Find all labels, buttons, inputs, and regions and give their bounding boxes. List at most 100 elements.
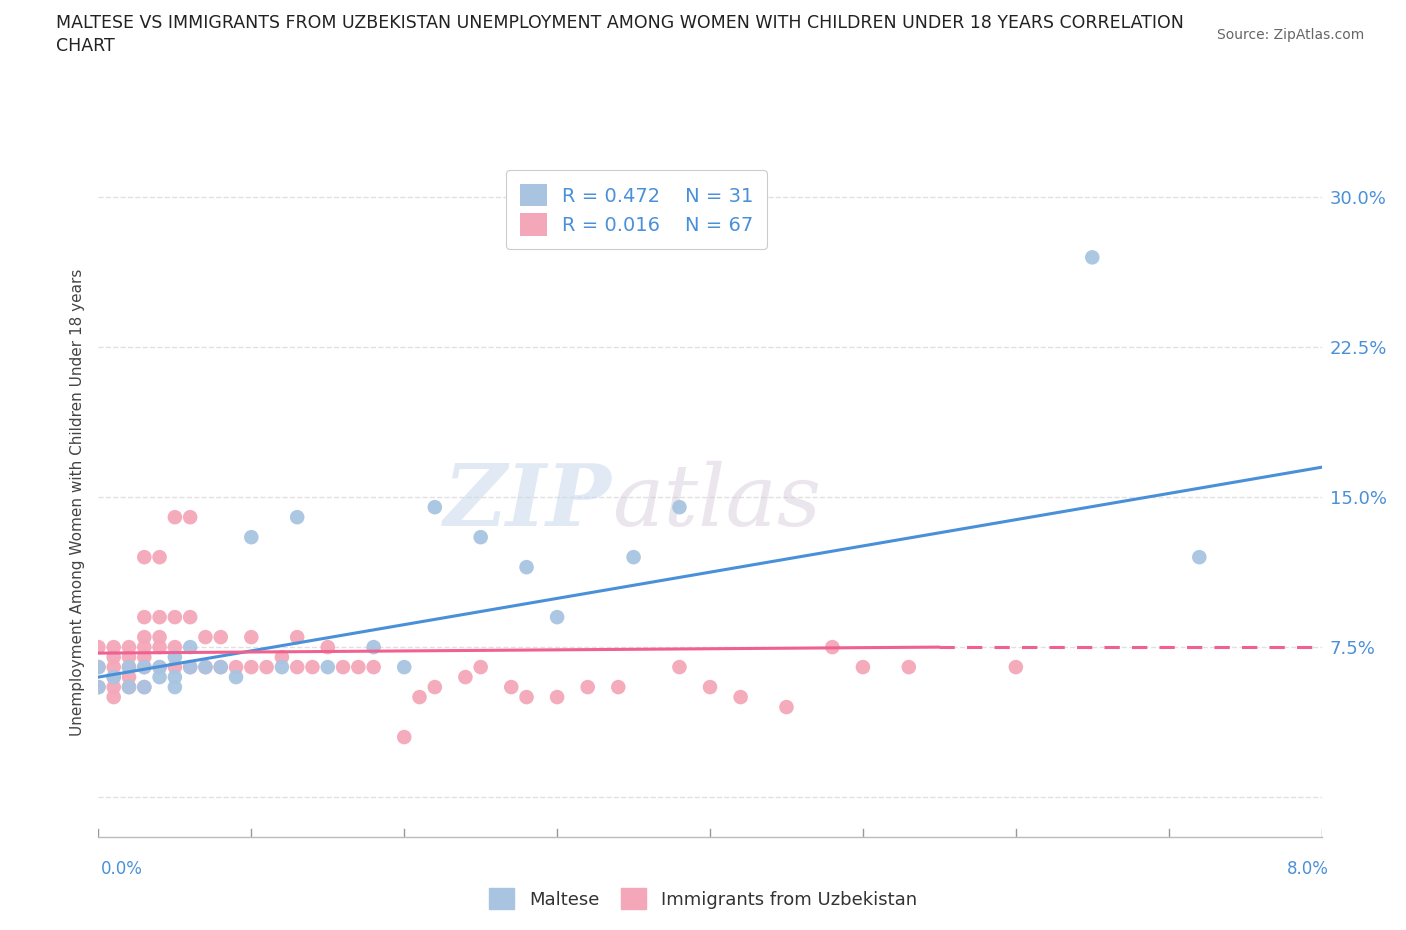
Point — [668, 659, 690, 674]
Point — [623, 550, 645, 565]
Text: atlas: atlas — [612, 461, 821, 543]
Point — [1081, 250, 1104, 265]
Point — [1188, 550, 1211, 565]
Point — [454, 670, 477, 684]
Point — [149, 610, 172, 625]
Text: 0.0%: 0.0% — [101, 860, 143, 878]
Point — [179, 659, 201, 674]
Point — [347, 659, 370, 674]
Point — [270, 659, 294, 674]
Point — [423, 499, 446, 514]
Point — [256, 659, 278, 674]
Point — [163, 650, 186, 665]
Point — [118, 680, 141, 695]
Point — [118, 650, 141, 665]
Point — [209, 659, 232, 674]
Point — [103, 680, 125, 695]
Point — [163, 610, 186, 625]
Text: CHART: CHART — [56, 37, 115, 55]
Point — [87, 659, 110, 674]
Point — [87, 680, 110, 695]
Point — [103, 670, 125, 684]
Point — [103, 690, 125, 705]
Point — [163, 670, 186, 684]
Point — [852, 659, 875, 674]
Point — [285, 630, 308, 644]
Point — [209, 630, 232, 644]
Point — [607, 680, 630, 695]
Point — [134, 640, 156, 655]
Point — [194, 659, 217, 674]
Point — [163, 640, 186, 655]
Point — [134, 650, 156, 665]
Point — [363, 640, 385, 655]
Point — [821, 640, 844, 655]
Point — [118, 670, 141, 684]
Point — [225, 659, 247, 674]
Text: ZIP: ZIP — [444, 460, 612, 544]
Point — [134, 630, 156, 644]
Point — [501, 680, 523, 695]
Point — [730, 690, 752, 705]
Point — [668, 499, 690, 514]
Point — [134, 680, 156, 695]
Point — [332, 659, 354, 674]
Point — [285, 659, 308, 674]
Point — [103, 650, 125, 665]
Point — [240, 659, 263, 674]
Point — [118, 659, 141, 674]
Point — [194, 630, 217, 644]
Legend: Maltese, Immigrants from Uzbekistan: Maltese, Immigrants from Uzbekistan — [482, 881, 924, 916]
Point — [179, 510, 201, 525]
Text: 8.0%: 8.0% — [1286, 860, 1329, 878]
Point — [316, 659, 339, 674]
Point — [149, 659, 172, 674]
Point — [209, 659, 232, 674]
Point — [240, 630, 263, 644]
Point — [134, 659, 156, 674]
Point — [546, 690, 568, 705]
Point — [285, 510, 308, 525]
Legend: R = 0.472    N = 31, R = 0.016    N = 67: R = 0.472 N = 31, R = 0.016 N = 67 — [506, 170, 768, 249]
Point — [470, 659, 492, 674]
Point — [87, 640, 110, 655]
Point — [516, 690, 538, 705]
Point — [470, 530, 492, 545]
Point — [163, 510, 186, 525]
Point — [163, 680, 186, 695]
Point — [392, 659, 416, 674]
Point — [408, 690, 430, 705]
Point — [546, 610, 568, 625]
Point — [316, 640, 339, 655]
Point — [149, 640, 172, 655]
Point — [423, 680, 446, 695]
Point — [775, 699, 797, 714]
Point — [134, 680, 156, 695]
Point — [163, 659, 186, 674]
Point — [270, 650, 294, 665]
Point — [134, 550, 156, 565]
Point — [699, 680, 721, 695]
Point — [118, 659, 141, 674]
Point — [363, 659, 385, 674]
Text: MALTESE VS IMMIGRANTS FROM UZBEKISTAN UNEMPLOYMENT AMONG WOMEN WITH CHILDREN UND: MALTESE VS IMMIGRANTS FROM UZBEKISTAN UN… — [56, 14, 1184, 32]
Point — [240, 530, 263, 545]
Point — [897, 659, 920, 674]
Point — [301, 659, 323, 674]
Point — [149, 630, 172, 644]
Point — [103, 670, 125, 684]
Point — [179, 610, 201, 625]
Point — [103, 659, 125, 674]
Point — [194, 659, 217, 674]
Point — [103, 640, 125, 655]
Point — [118, 680, 141, 695]
Y-axis label: Unemployment Among Women with Children Under 18 years: Unemployment Among Women with Children U… — [69, 269, 84, 736]
Point — [392, 730, 416, 745]
Point — [179, 659, 201, 674]
Point — [87, 659, 110, 674]
Point — [1004, 659, 1026, 674]
Point — [134, 659, 156, 674]
Point — [87, 680, 110, 695]
Point — [118, 640, 141, 655]
Point — [134, 610, 156, 625]
